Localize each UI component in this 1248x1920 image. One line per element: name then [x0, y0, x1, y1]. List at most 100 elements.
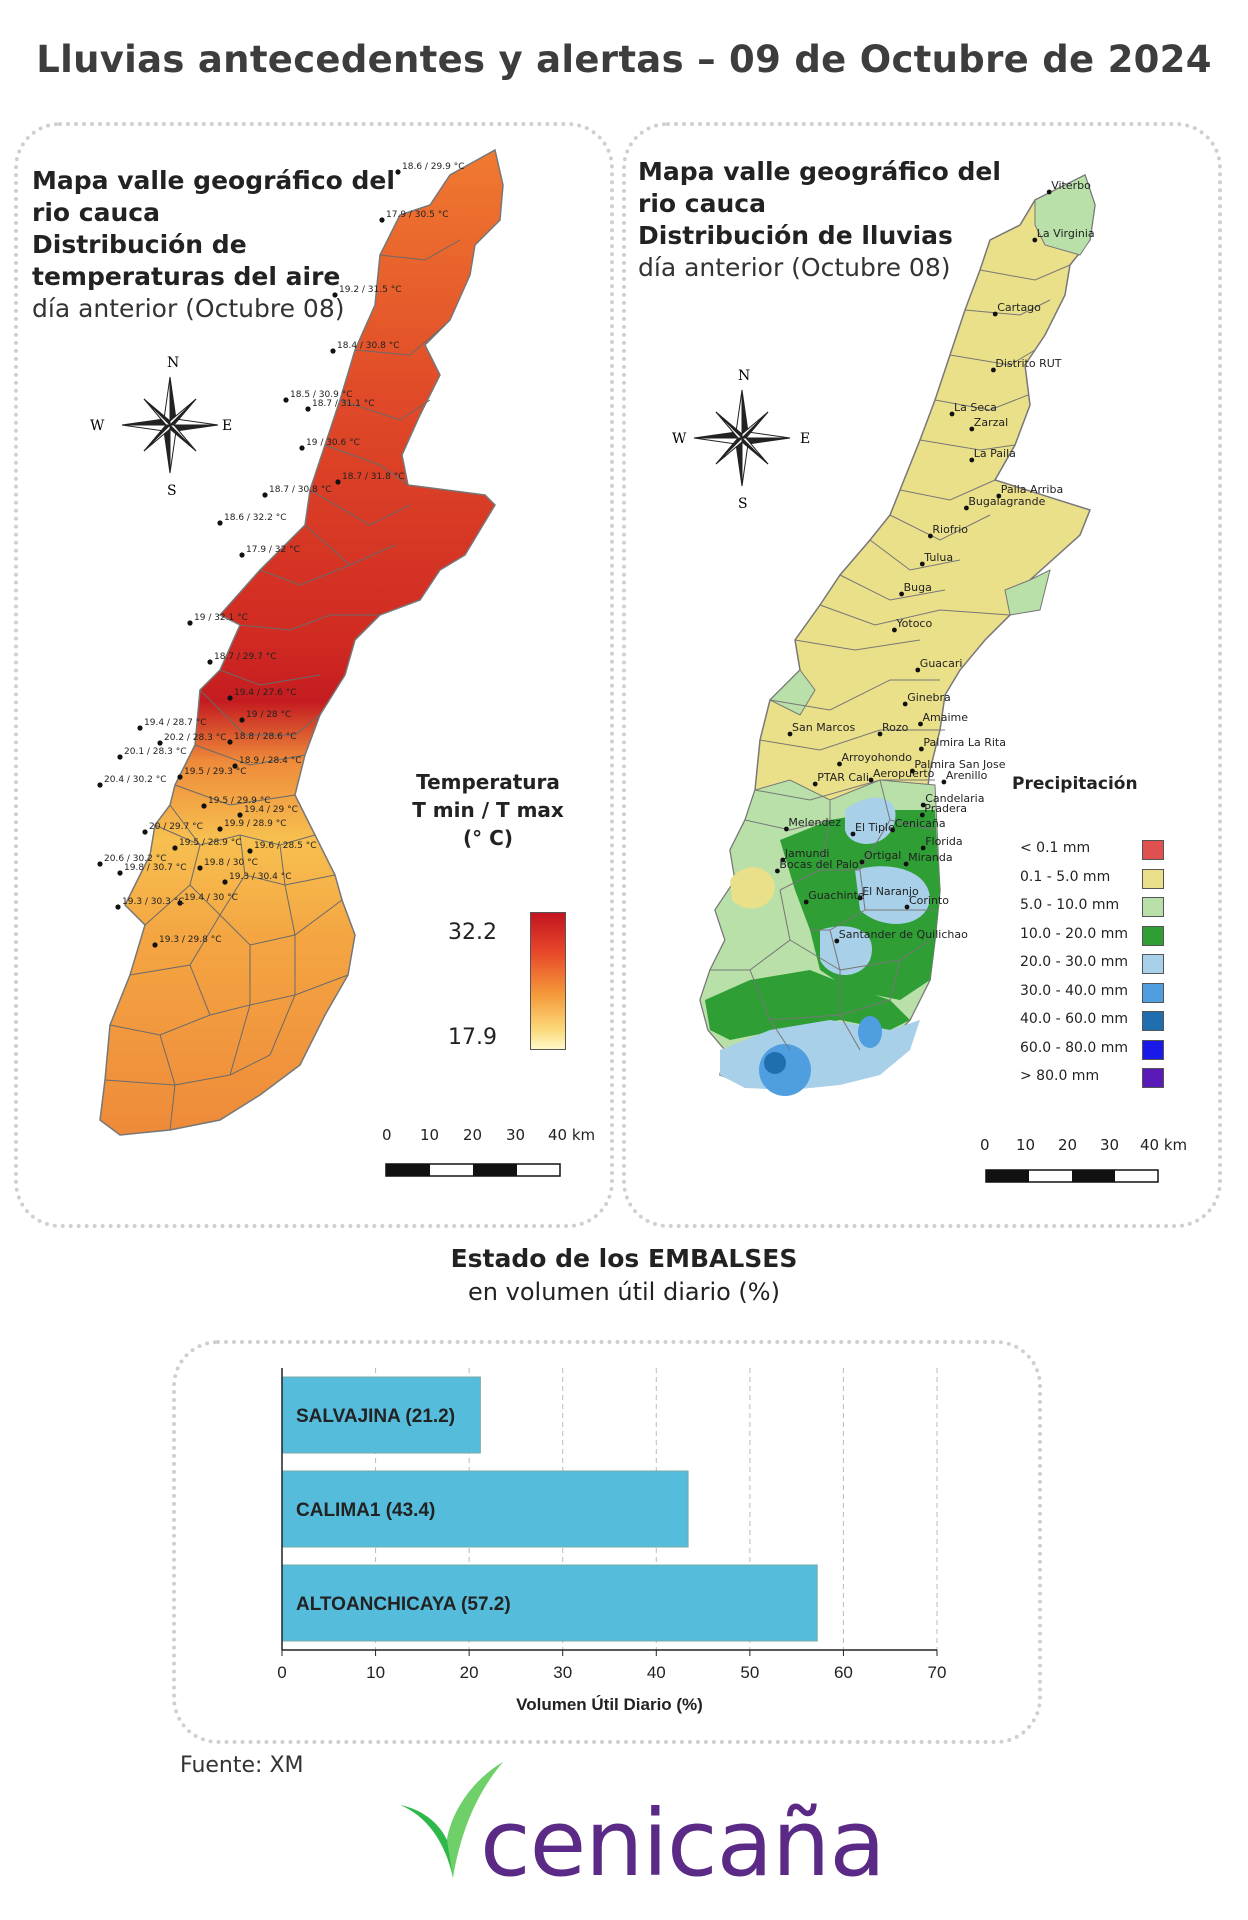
rain-station-marker: [784, 826, 789, 832]
rain-station-marker: [859, 859, 865, 865]
rain-station-label: Jamundi: [784, 847, 830, 860]
temperature-station-marker: [332, 292, 338, 298]
rain-station-label: Bocas del Palo: [779, 858, 859, 871]
compass-w: W: [90, 418, 105, 434]
rain-station-label: Ginebra: [907, 691, 951, 704]
temperature-station-marker: [172, 845, 178, 851]
temperature-station-marker: [187, 620, 193, 626]
rain-station-marker: [775, 868, 780, 874]
rain-station-marker: [919, 812, 925, 818]
cenicana-wordmark: cenicaña: [480, 1790, 886, 1897]
temperature-station-label: 19.3 / 30.3 °C: [122, 897, 184, 907]
legend-title-line: (° C): [463, 826, 513, 850]
reservoirs-chart-panel: [172, 1340, 1042, 1744]
compass-e: E: [222, 418, 232, 434]
rain-legend-item: < 0.1 mm: [1012, 840, 1212, 862]
rain-legend-label: 0.1 - 5.0 mm: [1020, 868, 1111, 885]
rain-station-label: Corinto: [909, 894, 949, 907]
temperature-station-label: 17.9 / 30.5 °C: [386, 210, 448, 220]
rain-legend-item: 20.0 - 30.0 mm: [1012, 954, 1212, 976]
temperature-station-label: 20.6 / 30.2 °C: [104, 854, 166, 864]
rain-station-label: Bugalagrande: [968, 495, 1045, 508]
rain-station-marker: [892, 627, 897, 633]
x-tick-label: 10: [366, 1663, 385, 1682]
rain-station-label: Pradera: [924, 802, 967, 815]
scale-tick: 10: [1016, 1136, 1035, 1154]
rain-station-label: Miranda: [908, 851, 953, 864]
temperature-station-label: 18.9 / 28.4 °C: [239, 756, 301, 766]
temperature-station-marker: [247, 848, 253, 854]
rain-station-label: Paila Arriba: [1001, 483, 1063, 496]
temperature-station-label: 19.5 / 28.9 °C: [179, 838, 241, 848]
x-tick-label: 50: [740, 1663, 759, 1682]
rain-station-label: Yotoco: [895, 617, 932, 630]
rain-station-marker: [941, 779, 947, 785]
rain-station-marker: [837, 761, 842, 767]
rain-station-marker: [803, 899, 809, 905]
rain-legend-label: 20.0 - 30.0 mm: [1020, 954, 1129, 970]
rainfall-legend-title: Precipitación: [1012, 774, 1138, 794]
compass-rose-icon: N S E W: [90, 355, 232, 499]
temperature-station-label: 19.2 / 31.5 °C: [339, 285, 401, 295]
temperature-station-marker: [283, 397, 289, 403]
temperature-station-marker: [379, 217, 385, 223]
scale-tick: 30: [1100, 1136, 1119, 1154]
rain-station-marker: [899, 591, 904, 597]
rain-station-marker: [834, 938, 840, 944]
x-tick-label: 30: [553, 1663, 572, 1682]
rain-station-marker: [812, 781, 818, 787]
rain-legend-swatch: [1142, 982, 1164, 1003]
legend-title-line: T min / T max: [412, 798, 564, 822]
rain-station-marker: [910, 768, 915, 774]
rain-station-marker: [1046, 189, 1052, 195]
rain-legend-item: 5.0 - 10.0 mm: [1012, 897, 1212, 919]
compass-w: W: [672, 431, 687, 447]
rain-station-marker: [928, 533, 933, 539]
x-tick-label: 20: [460, 1663, 479, 1682]
rain-station-label: La Virginia: [1037, 227, 1095, 240]
compass-e: E: [800, 431, 810, 447]
temperature-station-marker: [207, 659, 213, 665]
rain-station-marker: [1032, 237, 1038, 243]
heading-line: temperaturas del aire: [32, 262, 341, 291]
page-title: Lluvias antecedentes y alertas – 09 de O…: [36, 38, 1212, 81]
rain-station-marker: [996, 493, 1002, 499]
temperature-station-marker: [142, 829, 148, 835]
temperature-station-marker: [217, 826, 223, 832]
temperature-station-label: 19.4 / 27.6 °C: [234, 688, 296, 698]
temperature-station-marker: [227, 739, 233, 745]
x-tick-label: 60: [834, 1663, 853, 1682]
rain-legend-item: 30.0 - 40.0 mm: [1012, 982, 1212, 1005]
temperature-station-label: 18.7 / 31.8 °C: [342, 472, 404, 482]
rain-legend-swatch: [1142, 897, 1164, 917]
rain-station-marker: [920, 845, 926, 851]
rain-station-marker: [787, 731, 793, 737]
rain-legend-swatch: [1142, 925, 1164, 946]
reservoirs-bar-chart: SALVAJINA (21.2) CALIMA1 (43.4) ALTOANCHIC…: [277, 1368, 946, 1714]
temperature-station-label: 19.3 / 29.8 °C: [159, 935, 221, 945]
temperature-station-marker: [137, 725, 143, 731]
reservoirs-title: Estado de los EMBALSES: [450, 1244, 798, 1273]
rain-legend-label: 40.0 - 60.0 mm: [1020, 1011, 1129, 1027]
temperature-map-panel: [14, 122, 614, 1228]
x-tick-label: 40: [647, 1663, 666, 1682]
rain-station-label: Cartago: [997, 301, 1041, 314]
temperature-legend-min: 17.9: [448, 1025, 497, 1050]
rain-station-marker: [919, 561, 925, 567]
rain-station-label: Distrito RUT: [995, 357, 1061, 370]
rain-station-marker: [991, 367, 996, 373]
rain-station-marker: [918, 721, 923, 727]
temperature-station-label: 18.8 / 28.6 °C: [234, 732, 296, 742]
temperature-station-marker: [299, 445, 305, 451]
reservoirs-subtitle: en volumen útil diario (%): [468, 1278, 780, 1306]
temperature-station-marker: [115, 904, 121, 910]
rain-station-marker: [949, 411, 955, 417]
rain-station-label: Palmira San Jose: [914, 758, 1005, 771]
temperature-color-ramp: [530, 912, 566, 1050]
reservoir-bar-label: CALIMA1 (43.4): [296, 1500, 435, 1521]
scale-tick: 40 km: [1140, 1136, 1187, 1154]
rain-station-label: Arenillo: [946, 769, 988, 782]
rain-station-label: Cenicaña: [895, 817, 946, 830]
scale-tick: 20: [463, 1126, 482, 1144]
temperature-station-label: 19.4 / 28.7 °C: [144, 718, 206, 728]
